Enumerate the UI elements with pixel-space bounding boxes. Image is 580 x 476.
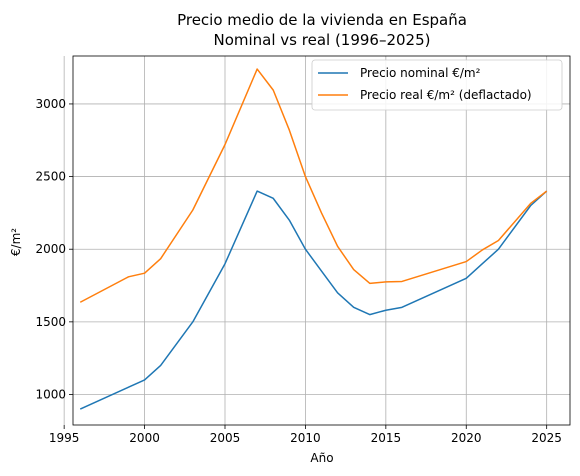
legend-label-nominal: Precio nominal €/m² <box>360 66 481 80</box>
x-tick-label: 2015 <box>371 431 402 445</box>
x-tick-label: 1995 <box>49 431 80 445</box>
x-tick-label: 2010 <box>290 431 321 445</box>
series-line-real <box>79 68 548 303</box>
legend: Precio nominal €/m² Precio real €/m² (de… <box>311 59 563 111</box>
plot-area <box>72 55 571 426</box>
grid <box>63 56 570 425</box>
series-lines <box>79 68 548 410</box>
x-tick-label: 2005 <box>210 431 241 445</box>
chart-title: Precio medio de la vivienda en España <box>177 11 467 29</box>
x-tick-label: 2000 <box>129 431 160 445</box>
y-tick-label: 3000 <box>35 97 66 111</box>
y-tick-label: 1000 <box>35 387 66 401</box>
legend-label-real: Precio real €/m² (deflactado) <box>360 88 532 102</box>
x-axis-label: Año <box>310 451 333 465</box>
y-axis-label: €/m² <box>9 228 23 256</box>
axis-ticks: 1995 2000 2005 2010 2015 2020 2025 1000 1500 2000… <box>35 97 561 445</box>
y-tick-label: 2500 <box>35 170 66 184</box>
series-line-nominal <box>79 190 548 410</box>
y-tick-label: 2000 <box>35 242 66 256</box>
x-tick-label: 2025 <box>531 431 562 445</box>
chart-subtitle: Nominal vs real (1996–2025) <box>213 31 430 49</box>
y-tick-label: 1500 <box>35 315 66 329</box>
legend-box <box>311 59 563 111</box>
x-tick-label: 2020 <box>451 431 482 445</box>
